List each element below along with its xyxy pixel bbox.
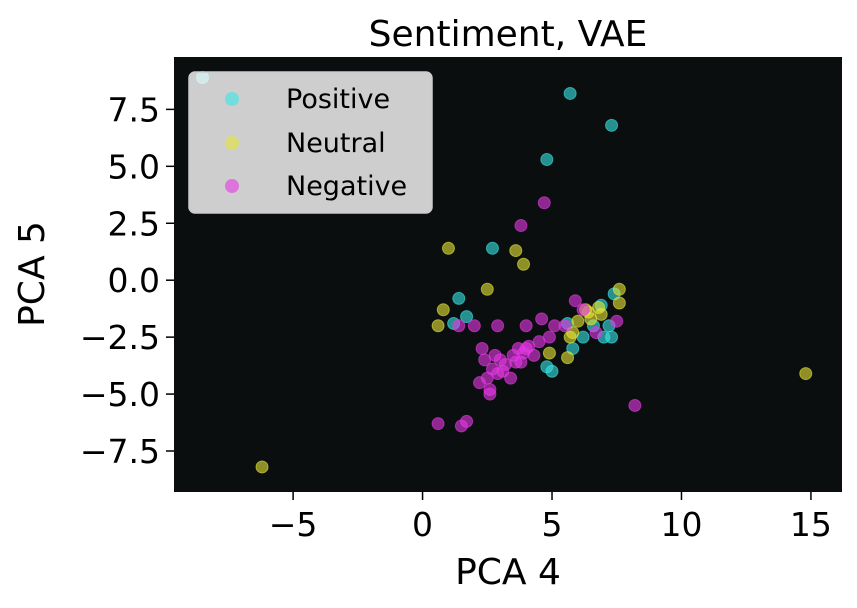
data-point: [504, 371, 518, 385]
data-point: [491, 319, 505, 333]
data-point: [519, 342, 533, 356]
data-point: [460, 414, 474, 428]
chart-title: Sentiment, VAE: [369, 14, 648, 55]
data-point: [452, 291, 466, 305]
data-point: [610, 314, 624, 328]
data-point: [255, 460, 269, 474]
data-point: [540, 152, 554, 166]
x-tick-label: 15: [790, 505, 832, 544]
data-point: [441, 241, 455, 255]
data-point: [589, 326, 603, 340]
data-point: [519, 319, 533, 333]
data-point: [799, 367, 813, 381]
data-point: [584, 312, 598, 326]
legend-label-positive: Positive: [286, 84, 390, 115]
data-point: [431, 319, 445, 333]
y-tick-label: −2.5: [80, 318, 160, 357]
data-point: [605, 330, 619, 344]
legend-label-neutral: Neutral: [286, 128, 386, 159]
data-point: [517, 257, 531, 271]
data-point: [514, 219, 528, 233]
data-point: [612, 296, 626, 310]
data-point: [563, 86, 577, 100]
y-axis-label: PCA 5: [12, 221, 53, 327]
data-point: [628, 398, 642, 412]
legend-marker-positive: [225, 92, 239, 106]
x-tick-label: 5: [542, 505, 563, 544]
y-tick-label: −7.5: [80, 432, 160, 471]
y-tick-label: −5.0: [80, 375, 160, 414]
data-point: [485, 241, 499, 255]
x-axis: −5 0 5 10 15: [269, 492, 832, 544]
data-point: [612, 282, 626, 296]
data-point: [571, 314, 585, 328]
data-point: [460, 310, 474, 324]
y-tick-label: 5.0: [108, 147, 160, 186]
legend-marker-neutral: [225, 136, 239, 150]
data-point: [558, 319, 572, 333]
data-point: [545, 364, 559, 378]
legend-box: [188, 71, 433, 214]
data-point: [480, 282, 494, 296]
data-point: [483, 387, 497, 401]
data-point: [488, 348, 502, 362]
data-point: [509, 244, 523, 258]
data-point: [475, 342, 489, 356]
x-axis-label: PCA 4: [455, 552, 561, 593]
y-tick-label: 2.5: [108, 204, 160, 243]
x-tick-label: 0: [412, 505, 433, 544]
legend-label-negative: Negative: [286, 171, 407, 202]
data-point: [561, 351, 575, 365]
data-point: [467, 319, 481, 333]
legend: Positive Neutral Negative: [188, 71, 433, 214]
series-negative: [431, 196, 642, 433]
data-point: [542, 330, 556, 344]
y-tick-label: 7.5: [108, 90, 160, 129]
data-point: [605, 118, 619, 132]
y-axis: 7.5 5.0 2.5 0.0 −2.5 −5.0 −7.5: [80, 90, 174, 471]
data-point: [535, 312, 549, 326]
data-points: [195, 70, 813, 474]
data-point: [509, 355, 523, 369]
x-tick-label: −5: [269, 505, 318, 544]
data-point: [563, 330, 577, 344]
y-tick-label: 0.0: [108, 261, 160, 300]
data-point: [568, 294, 582, 308]
data-point: [542, 346, 556, 360]
series-neutral: [255, 241, 813, 474]
data-point: [576, 303, 590, 317]
data-point: [452, 319, 466, 333]
data-point: [436, 303, 450, 317]
x-tick-label: 10: [660, 505, 702, 544]
legend-marker-negative: [225, 179, 239, 193]
data-point: [473, 376, 487, 390]
data-point: [431, 417, 445, 431]
data-point: [537, 196, 551, 210]
